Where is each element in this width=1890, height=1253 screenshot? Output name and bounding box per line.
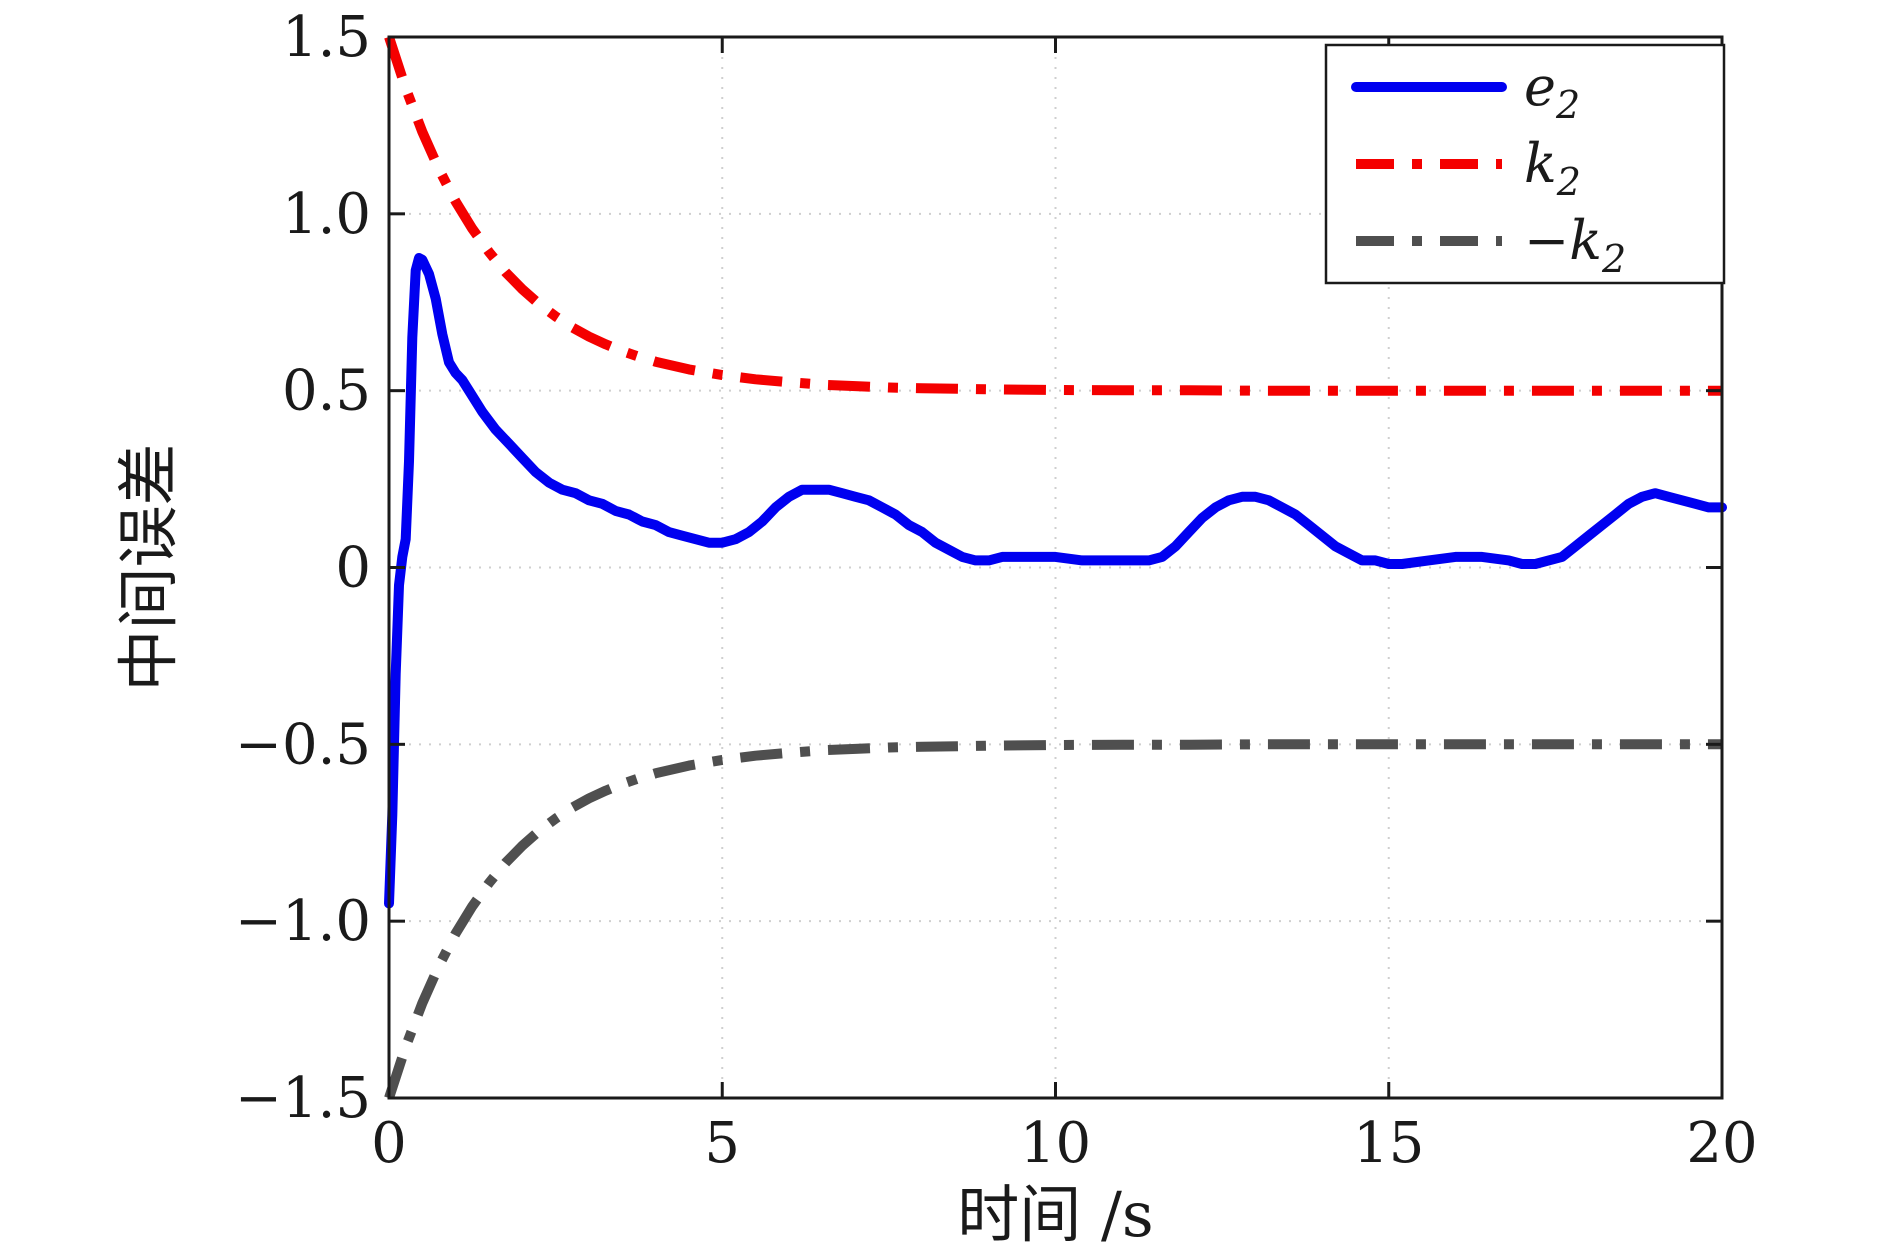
series-line-e2 xyxy=(384,253,1727,909)
series-group xyxy=(384,35,1727,1100)
legend-label-e2: e2 xyxy=(1524,55,1580,127)
x-tick-label: 10 xyxy=(1020,1111,1091,1176)
legend-label-k2: k2 xyxy=(1524,132,1581,204)
legend-label-neg-k2: −k2 xyxy=(1524,209,1626,281)
x-tick-label: 20 xyxy=(1686,1111,1757,1176)
x-tick-label: 15 xyxy=(1353,1111,1424,1176)
y-tick-label: −0.5 xyxy=(235,712,371,777)
series-line-k2 xyxy=(384,35,1722,396)
y-tick-label: 0.5 xyxy=(282,359,371,424)
x-axis-label: 时间 /s xyxy=(957,1178,1153,1251)
x-tick-label: 0 xyxy=(371,1111,407,1176)
y-tick-label: 0 xyxy=(335,536,371,601)
ticks-group: 0 5 10 15 20 −1.5 −1.0 −0.5 0 0.5 1.0 1.5 xyxy=(235,5,1758,1176)
y-tick-label: 1.0 xyxy=(282,182,371,247)
y-tick-label: −1.0 xyxy=(235,889,371,954)
x-tick-label: 5 xyxy=(704,1111,740,1176)
y-tick-label: 1.5 xyxy=(282,5,371,70)
y-axis-label: 中间误差 xyxy=(112,443,185,691)
y-tick-label: −1.5 xyxy=(235,1066,371,1131)
series-line-neg-k2 xyxy=(384,739,1722,1100)
